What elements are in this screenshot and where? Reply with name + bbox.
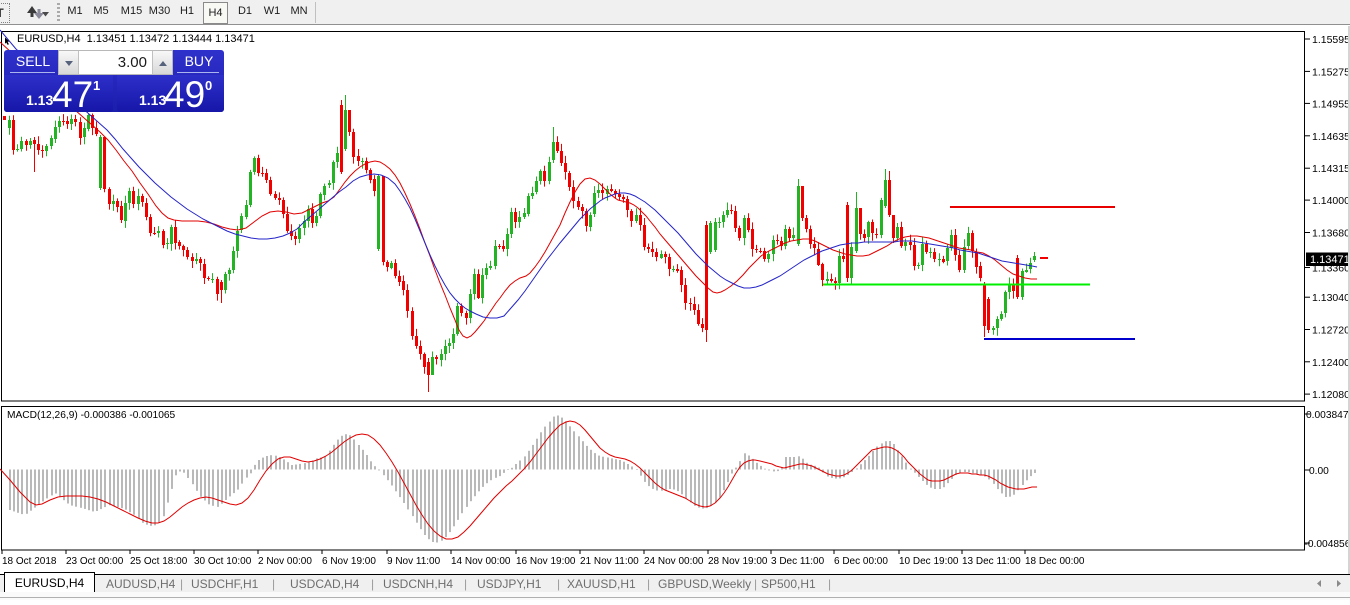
- svg-text:23 Oct 00:00: 23 Oct 00:00: [66, 556, 124, 567]
- svg-text:1.12720: 1.12720: [1312, 325, 1350, 337]
- svg-text:-0.004856: -0.004856: [1305, 539, 1350, 550]
- svg-text:21 Nov 11:00: 21 Nov 11:00: [580, 556, 639, 567]
- svg-text:1.13471: 1.13471: [1310, 254, 1350, 266]
- svg-text:1.12400: 1.12400: [1312, 357, 1350, 369]
- svg-text:28 Nov 19:00: 28 Nov 19:00: [708, 556, 768, 567]
- svg-text:3 Dec 11:00: 3 Dec 11:00: [771, 556, 825, 567]
- svg-text:9 Nov 11:00: 9 Nov 11:00: [387, 556, 441, 567]
- svg-text:16 Nov 19:00: 16 Nov 19:00: [516, 556, 576, 567]
- svg-text:1.12080: 1.12080: [1312, 389, 1350, 401]
- svg-text:25 Oct 18:00: 25 Oct 18:00: [130, 556, 188, 567]
- svg-text:1.15595: 1.15595: [1312, 34, 1350, 46]
- svg-text:1.14955: 1.14955: [1312, 98, 1350, 110]
- svg-text:1.14000: 1.14000: [1312, 195, 1350, 207]
- svg-text:0.003847: 0.003847: [1306, 410, 1349, 421]
- svg-text:1.14315: 1.14315: [1312, 163, 1350, 175]
- svg-text:24 Nov 00:00: 24 Nov 00:00: [644, 556, 704, 567]
- svg-text:18 Dec 00:00: 18 Dec 00:00: [1025, 556, 1085, 567]
- svg-text:1.15275: 1.15275: [1312, 66, 1350, 78]
- svg-text:14 Nov 00:00: 14 Nov 00:00: [451, 556, 511, 567]
- svg-text:0.00: 0.00: [1309, 466, 1329, 477]
- svg-text:1.13040: 1.13040: [1312, 292, 1350, 304]
- svg-text:6 Nov 19:00: 6 Nov 19:00: [322, 556, 376, 567]
- svg-text:18 Oct 2018: 18 Oct 2018: [2, 556, 57, 567]
- svg-text:1.13680: 1.13680: [1312, 228, 1350, 240]
- svg-text:1.14635: 1.14635: [1312, 131, 1350, 143]
- svg-text:10 Dec 19:00: 10 Dec 19:00: [899, 556, 959, 567]
- svg-text:6 Dec 00:00: 6 Dec 00:00: [834, 556, 888, 567]
- svg-text:EURUSD,H4 1.13451 1.13472 1.1: EURUSD,H4 1.13451 1.13472 1.13444 1.1347…: [17, 33, 255, 45]
- svg-text:13 Dec 11:00: 13 Dec 11:00: [962, 556, 1021, 567]
- svg-text:2 Nov 00:00: 2 Nov 00:00: [258, 556, 312, 567]
- svg-text:MACD(12,26,9) -0.000386 -0.001: MACD(12,26,9) -0.000386 -0.001065: [7, 410, 176, 421]
- svg-text:30 Oct 10:00: 30 Oct 10:00: [194, 556, 252, 567]
